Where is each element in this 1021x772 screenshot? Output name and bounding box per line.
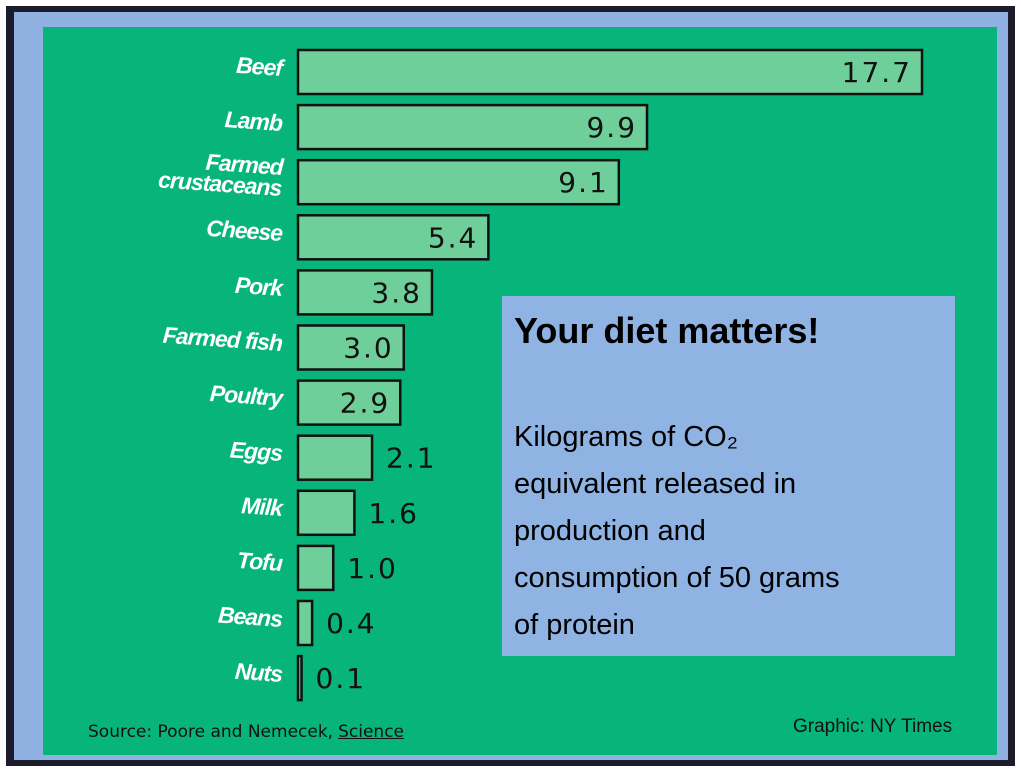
value-label: 5.4: [428, 221, 479, 254]
bar: [296, 48, 924, 96]
value-label: 0.4: [326, 607, 377, 640]
value-label: 9.9: [586, 111, 637, 144]
bar: [296, 324, 406, 371]
bar: [296, 654, 303, 702]
bar: [296, 103, 649, 151]
bar: [296, 489, 356, 537]
value-label: 3.8: [371, 276, 422, 309]
chart-title: Your diet matters!: [514, 310, 820, 351]
info-box: [502, 296, 955, 656]
bar: [296, 599, 314, 647]
value-label: 2.9: [340, 387, 391, 420]
bar: [296, 434, 374, 481]
bar: [296, 214, 490, 261]
bar: [296, 269, 434, 316]
value-label: 2.1: [386, 442, 437, 475]
bar: [296, 158, 621, 206]
value-label: 17.7: [842, 56, 912, 89]
value-label: 0.1: [316, 662, 367, 695]
value-label: 9.1: [558, 166, 609, 199]
source: Source: Poore and Nemecek, Science: [88, 722, 404, 742]
source-text: Source: Poore and Nemecek,: [88, 722, 334, 742]
bar: [296, 379, 402, 426]
bar: [296, 544, 335, 592]
credit: Graphic: NY Times: [793, 716, 953, 737]
value-label: 3.0: [343, 332, 394, 365]
source-link[interactable]: Science: [338, 722, 404, 742]
value-label: 1.0: [347, 552, 398, 585]
value-label: 1.6: [368, 497, 419, 530]
chart-subtitle: Kilograms of CO₂ equivalent released in …: [514, 421, 840, 641]
